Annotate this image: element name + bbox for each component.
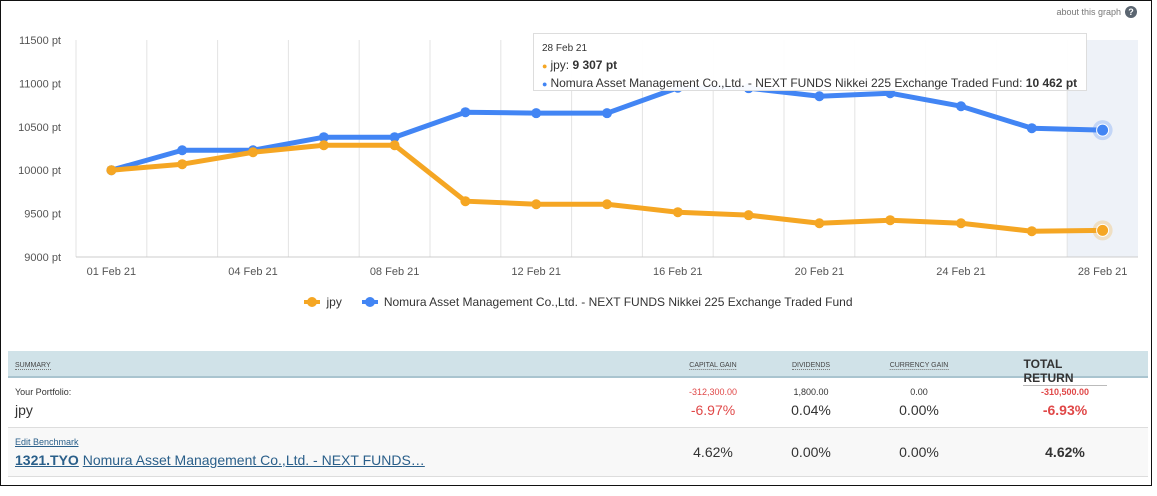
data-point <box>248 147 258 158</box>
data-point <box>885 215 896 226</box>
x-tick-label: 08 Feb 21 <box>370 266 420 278</box>
tooltip-value: 9 307 pt <box>572 58 618 72</box>
data-point <box>460 107 471 118</box>
orange-dot-icon: ● <box>542 61 548 71</box>
x-tick-label: 12 Feb 21 <box>511 266 561 278</box>
blue-dot-icon: ● <box>542 79 548 89</box>
legend-item-benchmark[interactable]: Nomura Asset Management Co.,Ltd. - NEXT … <box>361 295 853 309</box>
y-tick-label: 10500 pt <box>18 122 61 134</box>
about-graph-link[interactable]: about this graph? <box>1056 6 1137 18</box>
benchmark-currency: 0.00% <box>899 444 939 460</box>
y-tick-label: 11500 pt <box>19 35 61 47</box>
benchmark-name-link[interactable]: Nomura Asset Management Co.,Ltd. - NEXT … <box>82 452 425 468</box>
data-point <box>389 132 400 143</box>
portfolio-name: jpy <box>15 402 33 418</box>
x-tick-label: 04 Feb 21 <box>228 266 278 278</box>
data-point <box>672 207 683 218</box>
summary-header: SUMMARY CAPITAL GAIN DIVIDENDS CURRENCY … <box>8 351 1148 386</box>
tooltip-value: 10 462 pt <box>1025 76 1078 90</box>
tooltip-date: 28 Feb 21 <box>542 43 588 54</box>
data-point <box>1026 123 1037 134</box>
data-point <box>318 132 329 143</box>
total-abs: -310,500.00 <box>1040 387 1090 397</box>
header-total-return[interactable]: TOTAL RETURN <box>1023 357 1107 386</box>
header-capital-gain[interactable]: CAPITAL GAIN <box>689 362 737 370</box>
benchmark-dividends: 0.00% <box>791 444 831 460</box>
total-pct: -6.93% <box>1042 402 1088 418</box>
summary-table: SUMMARY CAPITAL GAIN DIVIDENDS CURRENCY … <box>8 351 1148 477</box>
chart-legend: jpy Nomura Asset Management Co.,Ltd. - N… <box>0 295 1157 309</box>
tooltip-series-name: Nomura Asset Management Co.,Ltd. - NEXT … <box>550 76 1020 90</box>
about-label: about this graph <box>1056 7 1121 17</box>
x-tick-label: 24 Feb 21 <box>936 266 986 278</box>
data-point <box>177 145 188 156</box>
x-tick-label: 16 Feb 21 <box>653 266 703 278</box>
series-line-1 <box>110 85 1103 173</box>
benchmark-total: 4.62% <box>1045 444 1085 460</box>
legend-marker-icon <box>304 297 321 307</box>
data-point <box>106 165 117 176</box>
data-point <box>531 108 542 119</box>
capital-gain-abs: -312,300.00 <box>688 387 738 397</box>
data-point <box>531 199 542 210</box>
benchmark-capital-gain: 4.62% <box>693 444 733 460</box>
edit-benchmark-link[interactable]: Edit Benchmark <box>15 437 79 447</box>
data-point <box>814 91 825 102</box>
y-tick-label: 10000 pt <box>18 165 61 177</box>
dividends-pct: 0.04% <box>791 402 831 418</box>
series-line-0 <box>111 142 1103 234</box>
data-point <box>1096 123 1110 137</box>
currency-abs: 0.00 <box>910 387 928 397</box>
data-point <box>602 108 612 119</box>
header-summary[interactable]: SUMMARY <box>15 362 51 370</box>
graph-frame <box>0 0 1152 486</box>
y-tick-label: 11000 pt <box>19 78 61 90</box>
capital-gain-pct: -6.97% <box>690 402 736 418</box>
data-point <box>814 218 825 229</box>
currency-pct: 0.00% <box>899 402 939 418</box>
line-chart: 11500 pt 11000 pt 10500 pt 10000 pt 9500 pt 9… <box>18 35 1138 278</box>
data-point <box>956 101 966 112</box>
data-point <box>602 199 612 210</box>
data-point <box>389 140 400 151</box>
benchmark-ticker-link[interactable]: 1321.TYO <box>15 452 79 468</box>
data-point <box>177 159 188 170</box>
chart-tooltip: 28 Feb 21 ● jpy: 9 307 pt ● Nomura Asset M… <box>533 33 1087 91</box>
portfolio-row: Your Portfolio: jpy -312,300.00 -6.97% 1… <box>8 378 1148 428</box>
x-tick-label: 20 Feb 21 <box>795 266 845 278</box>
legend-item-jpy[interactable]: jpy <box>304 295 342 309</box>
header-dividends[interactable]: DIVIDENDS <box>791 362 831 370</box>
dividends-abs: 1,800.00 <box>793 387 829 397</box>
data-point <box>1026 226 1037 237</box>
y-tick-label: 9500 pt <box>24 209 61 221</box>
benchmark-row: Edit Benchmark 1321.TYO Nomura Asset Man… <box>8 428 1148 477</box>
portfolio-label: Your Portfolio: <box>15 387 72 397</box>
legend-label: Nomura Asset Management Co.,Ltd. - NEXT … <box>383 295 853 309</box>
legend-label: jpy <box>326 295 342 309</box>
x-tick-label: 28 Feb 21 <box>1078 266 1128 278</box>
x-tick-label: 01 Feb 21 <box>87 266 137 278</box>
tooltip-series-name: jpy <box>550 58 566 72</box>
data-point <box>318 140 329 151</box>
data-point <box>1096 223 1110 237</box>
header-currency-gain[interactable]: CURRENCY GAIN <box>889 362 949 370</box>
y-tick-label: 9000 pt <box>24 252 61 264</box>
legend-marker-icon <box>361 297 378 307</box>
help-icon: ? <box>1125 6 1137 18</box>
data-point <box>743 210 754 221</box>
data-point <box>460 196 471 207</box>
data-point <box>956 218 966 229</box>
